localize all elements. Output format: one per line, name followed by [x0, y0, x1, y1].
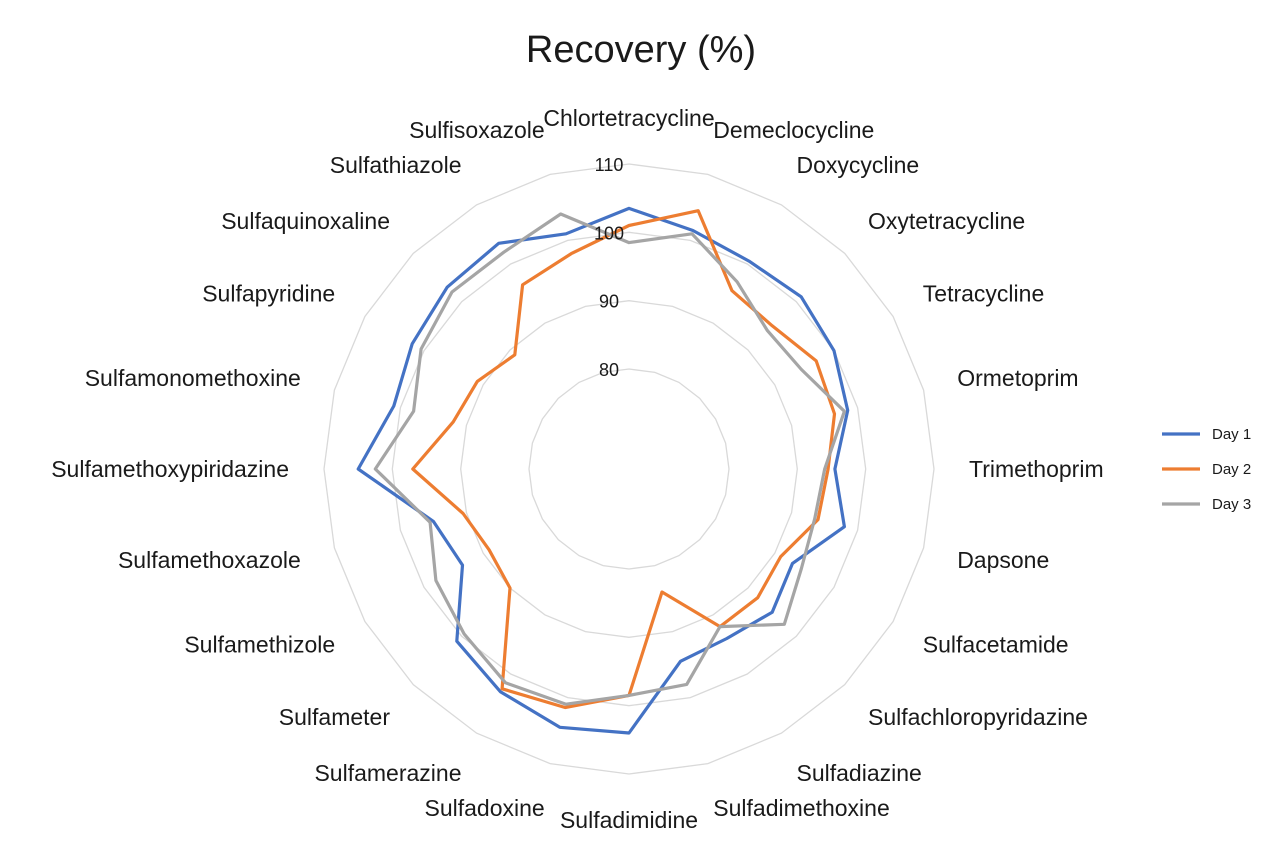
category-label: Tetracycline — [923, 281, 1044, 307]
chart-title: Recovery (%) — [526, 29, 756, 71]
category-label: Sulfapyridine — [202, 281, 335, 307]
category-label: Dapsone — [957, 547, 1049, 573]
tick-label-100: 100 — [594, 223, 624, 243]
series-line-day-2 — [411, 209, 837, 710]
category-label: Sulfisoxazole — [409, 117, 545, 143]
category-label: Sulfadimidine — [560, 807, 698, 833]
radial-tick-labels: 80 90 100 110 — [594, 155, 624, 380]
tick-label-110: 110 — [595, 155, 624, 175]
category-label: Sulfaquinoxaline — [221, 208, 390, 234]
legend-label-day-3: Day 3 — [1212, 496, 1251, 513]
category-label: Sulfamerazine — [314, 760, 461, 786]
legend: Day 1 Day 2 Day 3 — [1162, 426, 1251, 513]
series-layer — [356, 206, 850, 735]
category-label: Sulfadimethoxine — [713, 795, 889, 821]
category-label: Sulfamethoxypiridazine — [51, 456, 289, 482]
category-label: Sulfacetamide — [923, 632, 1069, 658]
legend-label-day-2: Day 2 — [1212, 461, 1251, 478]
grid-ring-110 — [323, 163, 935, 775]
tick-label-80: 80 — [599, 360, 619, 380]
grid-ring-90 — [460, 300, 798, 638]
category-label: Doxycycline — [797, 152, 920, 178]
category-label: Sulfamonomethoxine — [85, 365, 301, 391]
category-label: Sulfameter — [279, 704, 391, 730]
category-label: Sulfadiazine — [797, 760, 922, 786]
grid-ring-80 — [528, 368, 730, 570]
category-label: Oxytetracycline — [868, 208, 1025, 234]
radar-grid — [323, 163, 935, 775]
legend-label-day-1: Day 1 — [1212, 426, 1251, 443]
category-label: Demeclocycline — [713, 117, 874, 143]
category-label: Sulfadoxine — [424, 795, 544, 821]
category-label: Trimethoprim — [969, 456, 1104, 482]
category-label: Chlortetracycline — [543, 105, 714, 131]
category-label: Sulfamethizole — [184, 632, 335, 658]
category-label: Ormetoprim — [957, 365, 1078, 391]
category-label: Sulfachloropyridazine — [868, 704, 1088, 730]
category-label: Sulfathiazole — [330, 152, 462, 178]
series-line-day-1 — [356, 206, 850, 735]
category-label: Sulfamethoxazole — [118, 547, 301, 573]
tick-label-90: 90 — [599, 292, 619, 312]
series-line-day-3 — [373, 212, 847, 706]
